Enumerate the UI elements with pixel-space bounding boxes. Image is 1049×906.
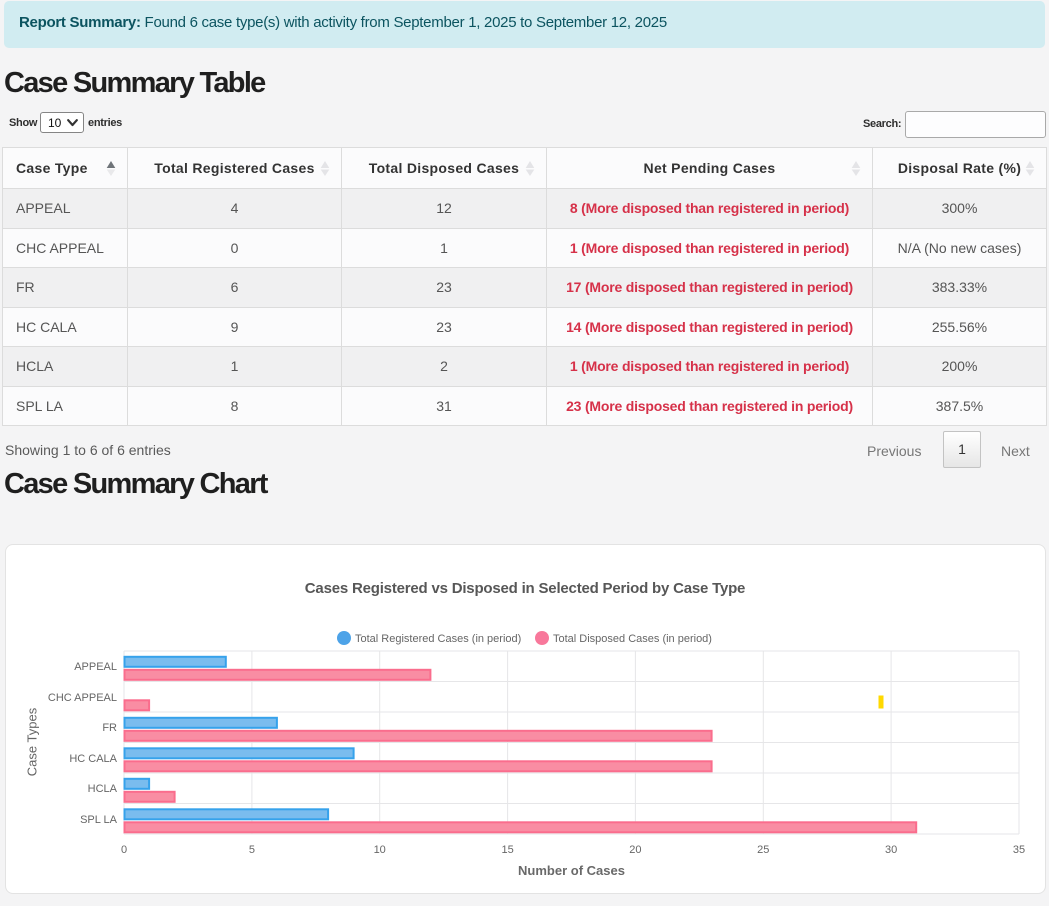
svg-text:5: 5 bbox=[249, 844, 255, 856]
svg-text:APPEAL: APPEAL bbox=[74, 661, 117, 673]
svg-text:Total Registered Cases (in per: Total Registered Cases (in period) bbox=[355, 633, 521, 645]
svg-text:CHC APPEAL: CHC APPEAL bbox=[48, 692, 117, 704]
svg-text:Case Types: Case Types bbox=[25, 707, 40, 776]
svg-text:10: 10 bbox=[374, 844, 386, 856]
svg-text:30: 30 bbox=[885, 844, 897, 856]
svg-text:15: 15 bbox=[501, 844, 513, 856]
svg-text:FR: FR bbox=[102, 722, 117, 734]
svg-text:SPL LA: SPL LA bbox=[80, 814, 118, 826]
svg-text:Total Disposed Cases (in perio: Total Disposed Cases (in period) bbox=[553, 633, 712, 645]
svg-text:HC CALA: HC CALA bbox=[69, 753, 117, 765]
svg-text:Number of Cases: Number of Cases bbox=[518, 863, 625, 878]
svg-text:35: 35 bbox=[1013, 844, 1025, 856]
svg-text:20: 20 bbox=[629, 844, 641, 856]
svg-text:0: 0 bbox=[121, 844, 127, 856]
svg-text:25: 25 bbox=[757, 844, 769, 856]
svg-text:Cases Registered vs Disposed i: Cases Registered vs Disposed in Selected… bbox=[305, 580, 745, 597]
svg-text:HCLA: HCLA bbox=[88, 783, 118, 795]
